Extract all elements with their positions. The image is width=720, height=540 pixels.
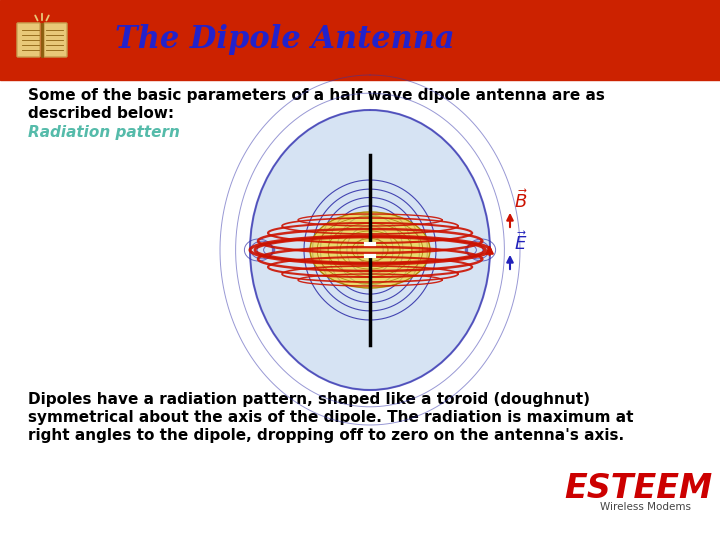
FancyBboxPatch shape [44,23,67,57]
Ellipse shape [250,110,490,390]
Text: $\vec{E}$: $\vec{E}$ [514,231,527,254]
Text: described below:: described below: [28,106,174,121]
Ellipse shape [310,212,430,288]
Text: $\vec{B}$: $\vec{B}$ [514,189,528,212]
Text: ESTEEM: ESTEEM [564,471,712,504]
Text: Wireless Modems: Wireless Modems [600,502,690,512]
Text: right angles to the dipole, dropping off to zero on the antenna's axis.: right angles to the dipole, dropping off… [28,428,624,443]
Text: Radiation pattern: Radiation pattern [28,125,180,140]
Text: Dipoles have a radiation pattern, shaped like a toroid (doughnut): Dipoles have a radiation pattern, shaped… [28,392,590,407]
Text: symmetrical about the axis of the dipole. The radiation is maximum at: symmetrical about the axis of the dipole… [28,410,634,425]
Bar [0,0,720,80]
Text: Some of the basic parameters of a half wave dipole antenna are as: Some of the basic parameters of a half w… [28,88,605,103]
Text: The Dipole Antenna: The Dipole Antenna [115,24,454,56]
FancyBboxPatch shape [17,23,40,57]
